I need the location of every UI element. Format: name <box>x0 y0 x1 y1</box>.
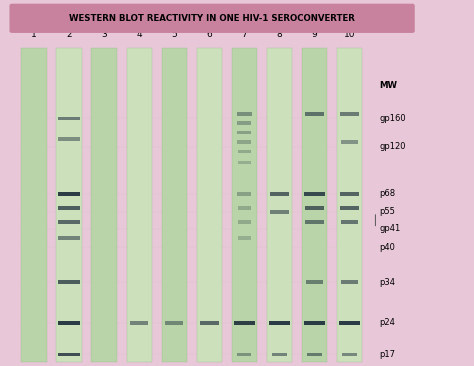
Text: 9: 9 <box>312 30 318 39</box>
Bar <box>58 220 80 224</box>
Bar <box>341 220 358 224</box>
Bar <box>197 48 222 362</box>
Bar <box>302 48 327 362</box>
Text: p55: p55 <box>379 208 395 216</box>
Text: 6: 6 <box>207 30 212 39</box>
Bar <box>306 280 323 284</box>
Bar <box>342 353 357 356</box>
Bar <box>270 210 289 214</box>
Text: p40: p40 <box>379 243 395 252</box>
Bar <box>58 236 80 240</box>
Bar <box>237 353 251 356</box>
Bar <box>339 321 360 325</box>
Bar <box>341 280 358 284</box>
Bar <box>200 321 219 325</box>
Text: p68: p68 <box>379 190 395 198</box>
Text: 10: 10 <box>344 30 356 39</box>
Bar <box>165 321 183 325</box>
Text: 4: 4 <box>137 30 142 39</box>
Bar <box>272 353 287 356</box>
Bar <box>162 48 187 362</box>
Bar <box>127 48 152 362</box>
Text: gp41: gp41 <box>379 224 401 233</box>
Bar <box>305 220 324 224</box>
Bar <box>58 321 80 325</box>
Bar <box>58 206 80 210</box>
Bar <box>237 192 251 196</box>
Bar <box>58 353 80 356</box>
Bar <box>130 321 148 325</box>
Bar <box>340 192 359 196</box>
Bar <box>237 112 252 116</box>
Bar <box>304 192 325 196</box>
Text: WESTERN BLOT REACTIVITY IN ONE HIV-1 SEROCONVERTER: WESTERN BLOT REACTIVITY IN ONE HIV-1 SER… <box>69 14 355 23</box>
Bar <box>307 353 322 356</box>
Bar <box>269 321 290 325</box>
Text: 5: 5 <box>172 30 177 39</box>
Text: p17: p17 <box>379 350 395 359</box>
Bar <box>305 206 324 210</box>
Bar <box>58 280 80 284</box>
Bar <box>237 140 251 144</box>
Text: gp160: gp160 <box>379 114 406 123</box>
Bar <box>234 321 255 325</box>
Bar <box>58 116 80 120</box>
Bar <box>337 48 362 362</box>
Text: 3: 3 <box>101 30 107 39</box>
Bar <box>267 48 292 362</box>
Text: 2: 2 <box>66 30 72 39</box>
Text: 8: 8 <box>277 30 283 39</box>
Text: 1: 1 <box>31 30 37 39</box>
Bar <box>58 137 80 141</box>
Bar <box>237 131 251 134</box>
Bar <box>341 140 358 144</box>
Bar <box>21 48 46 362</box>
Bar <box>238 236 251 240</box>
Text: p34: p34 <box>379 277 395 287</box>
Bar <box>304 321 325 325</box>
Bar <box>56 48 82 362</box>
Bar <box>238 220 251 224</box>
Bar <box>238 150 251 153</box>
Text: gp120: gp120 <box>379 142 406 151</box>
Bar <box>238 161 251 164</box>
Bar <box>58 192 80 196</box>
Bar <box>340 206 359 210</box>
Text: 7: 7 <box>242 30 247 39</box>
Text: MW: MW <box>379 81 397 90</box>
Bar <box>270 192 289 196</box>
Bar <box>340 112 359 116</box>
Bar <box>238 206 251 210</box>
Bar <box>91 48 117 362</box>
Text: p24: p24 <box>379 318 395 328</box>
Bar <box>237 121 251 125</box>
FancyBboxPatch shape <box>9 4 415 33</box>
Bar <box>305 112 324 116</box>
Bar <box>232 48 257 362</box>
